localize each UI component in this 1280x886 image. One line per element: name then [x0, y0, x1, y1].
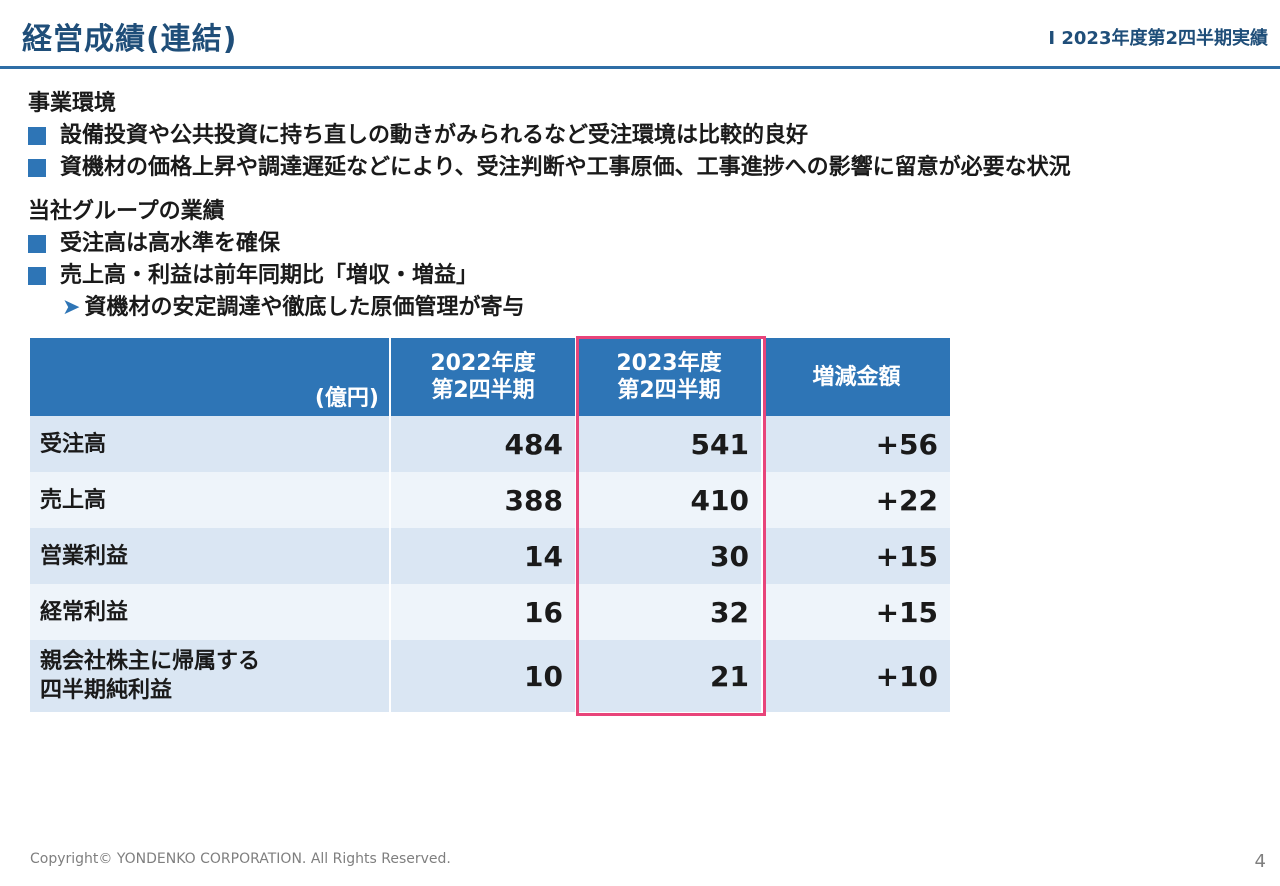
sub-bullet: ➤ 資機材の安定調達や徹底した原価管理が寄与: [28, 292, 1268, 324]
bullet-text: 設備投資や公共投資に持ち直しの動きがみられるなど受注環境は比較的良好: [60, 123, 809, 148]
group-results-section: 当社グループの業績 受注高は高水準を確保 売上高・利益は前年同期比「増収・増益」…: [28, 196, 1268, 324]
value-2023: 410: [576, 472, 763, 528]
bullet-text: 受注高は高水準を確保: [60, 231, 281, 256]
bullet-item: 設備投資や公共投資に持ち直しの動きがみられるなど受注環境は比較的良好: [28, 120, 1268, 152]
value-change: +22: [762, 472, 950, 528]
bullet-item: 売上高・利益は前年同期比「増収・増益」: [28, 260, 1268, 292]
value-2022: 484: [390, 416, 577, 472]
group-results-heading: 当社グループの業績: [28, 199, 225, 224]
value-2022: 388: [390, 472, 577, 528]
arrow-icon: ➤: [62, 295, 81, 320]
square-bullet-icon: [28, 267, 46, 285]
value-2022: 10: [390, 640, 577, 712]
square-bullet-icon: [28, 127, 46, 145]
table-row: 経常利益 16 32 +15: [30, 584, 950, 640]
section-label: Ⅰ 2023年度第2四半期実績: [1048, 28, 1268, 49]
business-environment-heading: 事業環境: [28, 91, 117, 116]
column-header-2022: 2022年度 第2四半期: [390, 338, 577, 416]
title-divider: [0, 66, 1280, 69]
row-label: 受注高: [30, 416, 391, 472]
column-header-change: 増減金額: [762, 338, 950, 416]
square-bullet-icon: [28, 159, 46, 177]
page-title: 経営成績(連結): [22, 22, 238, 57]
bullet-text: 売上高・利益は前年同期比「増収・増益」: [60, 263, 479, 288]
value-2023: 32: [576, 584, 763, 640]
table-row: 受注高 484 541 +56: [30, 416, 950, 472]
value-2023: 21: [576, 640, 763, 712]
row-label: 営業利益: [30, 528, 391, 584]
value-change: +10: [762, 640, 950, 712]
row-label: 売上高: [30, 472, 391, 528]
column-header-2023: 2023年度 第2四半期: [576, 338, 763, 416]
square-bullet-icon: [28, 235, 46, 253]
sub-bullet-text: 資機材の安定調達や徹底した原価管理が寄与: [84, 295, 525, 320]
bullet-text: 資機材の価格上昇や調達遅延などにより、受注判断や工事原価、工事進捗への影響に留意…: [60, 155, 1071, 180]
row-label: 親会社株主に帰属する 四半期純利益: [30, 640, 391, 712]
value-change: +56: [762, 416, 950, 472]
bullet-item: 受注高は高水準を確保: [28, 228, 1268, 260]
value-2023: 30: [576, 528, 763, 584]
business-environment-section: 事業環境 設備投資や公共投資に持ち直しの動きがみられるなど受注環境は比較的良好 …: [28, 88, 1268, 184]
page-number: 4: [1254, 851, 1266, 872]
copyright-notice: Copyright© YONDENKO CORPORATION. All Rig…: [30, 851, 451, 867]
value-2022: 16: [390, 584, 577, 640]
table-row: 営業利益 14 30 +15: [30, 528, 950, 584]
bullet-item: 資機材の価格上昇や調達遅延などにより、受注判断や工事原価、工事進捗への影響に留意…: [28, 152, 1268, 184]
table-row: 親会社株主に帰属する 四半期純利益 10 21 +10: [30, 640, 950, 712]
value-2023: 541: [576, 416, 763, 472]
value-change: +15: [762, 528, 950, 584]
table-header-row: (億円) 2022年度 第2四半期 2023年度 第2四半期 増減金額: [30, 338, 950, 416]
row-label: 経常利益: [30, 584, 391, 640]
value-change: +15: [762, 584, 950, 640]
unit-label: (億円): [30, 338, 391, 416]
results-table: (億円) 2022年度 第2四半期 2023年度 第2四半期 増減金額 受注高 …: [30, 338, 950, 712]
table-row: 売上高 388 410 +22: [30, 472, 950, 528]
value-2022: 14: [390, 528, 577, 584]
